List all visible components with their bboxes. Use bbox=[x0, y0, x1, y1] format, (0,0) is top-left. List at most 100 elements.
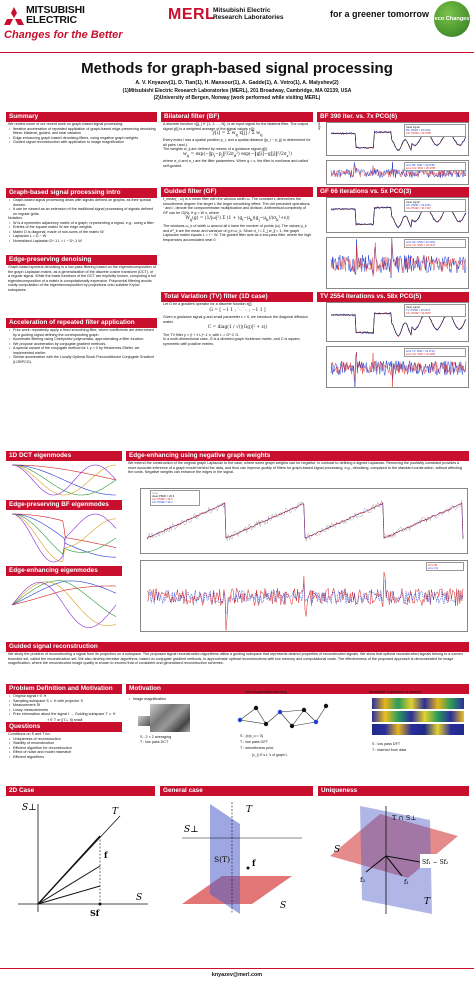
case2d-t-label: T bbox=[112, 807, 119, 817]
graph-edge bbox=[255, 707, 267, 725]
affiliation-2: (2)University of Bergen, Norway (work pe… bbox=[153, 95, 321, 101]
summary-body: We review some of our recent work on gra… bbox=[8, 122, 156, 185]
tv2554-legend-2: error TV: SNR = 32.2713 error CG: SNR = 3… bbox=[404, 348, 466, 358]
tv2554-header: TV 2554 iterations vs. 58x PCG(5) bbox=[317, 292, 469, 302]
eigenmode-line bbox=[12, 513, 117, 548]
poster-title: Methods for graph-based signal processin… bbox=[81, 60, 393, 77]
general-s-label: S bbox=[280, 901, 286, 911]
eigenmode-line bbox=[12, 464, 116, 496]
uniqueness-ts-label: T ∩ S⊥ bbox=[392, 814, 416, 822]
motivation-t1: T : low pass DCT bbox=[140, 740, 169, 744]
merl-subtitle: Mitsubishi Electric Research Laboratorie… bbox=[213, 7, 284, 21]
edge-preserving-header: Edge-preserving denoising bbox=[6, 255, 157, 265]
bf-eigenmodes-plot bbox=[11, 513, 117, 563]
case2d-s-label: S bbox=[136, 893, 142, 903]
tv2554-signal-plot bbox=[326, 302, 469, 342]
motivation-semi-label: Semi-supervised learning bbox=[240, 690, 340, 695]
intro-body: Graph-based signal processing deals with… bbox=[8, 198, 156, 254]
questions-body: Conditions on S and T for: Uniqueness of… bbox=[8, 732, 122, 780]
negative-weights-error-plot bbox=[140, 560, 468, 632]
uniqueness-s-label: S bbox=[334, 845, 340, 855]
acceleration-body: Prior work: repeatedly apply a fixed smo… bbox=[8, 328, 156, 388]
brand-name: MITSUBISHI ELECTRIC bbox=[26, 4, 85, 26]
case2d-diagram: S⊥ T f Sf S bbox=[18, 803, 148, 918]
dct-eigenmodes-plot bbox=[11, 464, 117, 496]
graph-node bbox=[301, 707, 307, 713]
general-t-label: T bbox=[246, 805, 253, 815]
graph-edge bbox=[303, 709, 317, 723]
case2d-header: 2D Case bbox=[6, 786, 155, 796]
negative-weights-header: Edge-enhancing using negative graph weig… bbox=[126, 451, 469, 461]
general-sperp-label: S⊥ bbox=[184, 825, 199, 835]
motivation-s3: S : low pass DFT bbox=[372, 742, 401, 746]
spectrogram-2 bbox=[372, 711, 464, 722]
graph-node bbox=[237, 717, 243, 723]
gf66-legend-1: clean signal GF: PSNR = 33.2164 CG: PSNR =… bbox=[404, 199, 466, 212]
bf390-ylabel-1: signal bbox=[317, 122, 321, 130]
eigenmode-line bbox=[12, 464, 116, 496]
footer-rule bbox=[0, 968, 474, 969]
case2d-sperp-label: S⊥ bbox=[22, 803, 37, 813]
tv-body: Let G be a gradient operator for a discr… bbox=[163, 302, 308, 346]
error-cg-series-line bbox=[330, 352, 467, 387]
graph-edge bbox=[265, 711, 281, 725]
graph-edge bbox=[315, 705, 327, 723]
motivation-header: Motivation bbox=[126, 684, 469, 694]
bf390-legend-2: error BF: SNR = 30.3782 error CG: SNR = 3… bbox=[404, 162, 466, 172]
error-cg-series-line bbox=[330, 164, 467, 178]
eigenmode-line bbox=[11, 582, 117, 628]
clean-signal-line bbox=[331, 207, 467, 228]
eigenmode-line bbox=[11, 464, 117, 496]
eigenmode-line bbox=[11, 513, 117, 563]
uniqueness-header: Uniqueness bbox=[318, 786, 469, 796]
graph-edge bbox=[239, 719, 267, 725]
edge-enhancing-eigenmodes-header: Edge-enhancing eigenmodes bbox=[6, 566, 122, 576]
summary-header: Summary bbox=[6, 112, 157, 122]
intro-header: Graph-based signal processing intro bbox=[6, 188, 157, 198]
spectrogram-1 bbox=[372, 698, 464, 709]
footer-email: knyazev@merl.com bbox=[211, 972, 263, 978]
uniqueness-sf-label: Sf₁ − Sf₂ bbox=[422, 859, 449, 866]
bf390-legend-1: clean signal BF: PSNR = 30.3782 CG: PSNR =… bbox=[404, 124, 466, 137]
error-cg-line bbox=[146, 578, 464, 616]
graph-edge bbox=[291, 721, 317, 727]
edge-enhancing-eigenmodes-plot bbox=[11, 580, 117, 628]
graph-edge bbox=[279, 709, 305, 713]
eigenmode-line bbox=[12, 464, 117, 481]
semi-supervised-graph bbox=[237, 703, 329, 729]
motivation-s2: S : {x|x_u = 0} bbox=[240, 734, 263, 738]
motivation-image-label: Image magnification bbox=[128, 697, 208, 702]
header-rule bbox=[0, 52, 474, 53]
negative-weights-legend-bottom: error BF error CG bbox=[426, 562, 464, 572]
eigenmode-line bbox=[11, 581, 117, 626]
motivation-s1: S : 2 × 2 averaging bbox=[140, 735, 172, 739]
gsr-body: We study the problem of reconstructing a… bbox=[8, 652, 464, 665]
edge-preserving-body: Graph-based spectral denoising is a low-… bbox=[8, 265, 156, 292]
bf-eigenmodes-header: Edge-preserving BF eigenmodes bbox=[6, 500, 122, 510]
merl-logo: MERL bbox=[168, 6, 216, 23]
bf390-header: BF 390 iter. vs. 7x PCG(6) bbox=[317, 112, 469, 122]
clean-signal-line bbox=[331, 131, 467, 151]
clean-signal-line bbox=[331, 313, 467, 336]
guided-header: Guided filter (GF) bbox=[161, 187, 313, 197]
gf66-legend-2: error GF: SNR = 33.2164 error CG: SNR = 3… bbox=[404, 239, 466, 249]
header: MITSUBISHI ELECTRIC Changes for the Bett… bbox=[0, 0, 474, 52]
case2d-sf-label: Sf bbox=[90, 908, 100, 918]
uniqueness-f2-label: f₂ bbox=[360, 876, 365, 884]
spectrogram-3 bbox=[372, 724, 464, 735]
motivation-bandwidth-label: Bandwidth expansion of speech bbox=[364, 690, 468, 695]
bilateral-body: A discrete function x[j], j ∈ {1, 2, ...… bbox=[163, 122, 311, 168]
eigenmode-line bbox=[11, 580, 117, 618]
eco-logo-icon: eco Changes bbox=[434, 1, 470, 37]
eigenmode-line bbox=[11, 513, 116, 563]
general-st-label: S(T) bbox=[214, 855, 230, 864]
affiliation-1: (1)Mitsubishi Electric Research Laborato… bbox=[122, 88, 352, 94]
tv2554-error-plot bbox=[326, 346, 469, 388]
questions-header: Questions bbox=[6, 722, 122, 732]
graph-node bbox=[289, 723, 295, 729]
general-case-diagram: S⊥ T S(T) f S bbox=[182, 802, 302, 914]
graph-node bbox=[313, 719, 319, 725]
bilateral-header: Bilateral filter (BF) bbox=[161, 112, 313, 122]
uniqueness-t-label: T bbox=[424, 897, 431, 907]
graph-edge bbox=[239, 707, 257, 721]
